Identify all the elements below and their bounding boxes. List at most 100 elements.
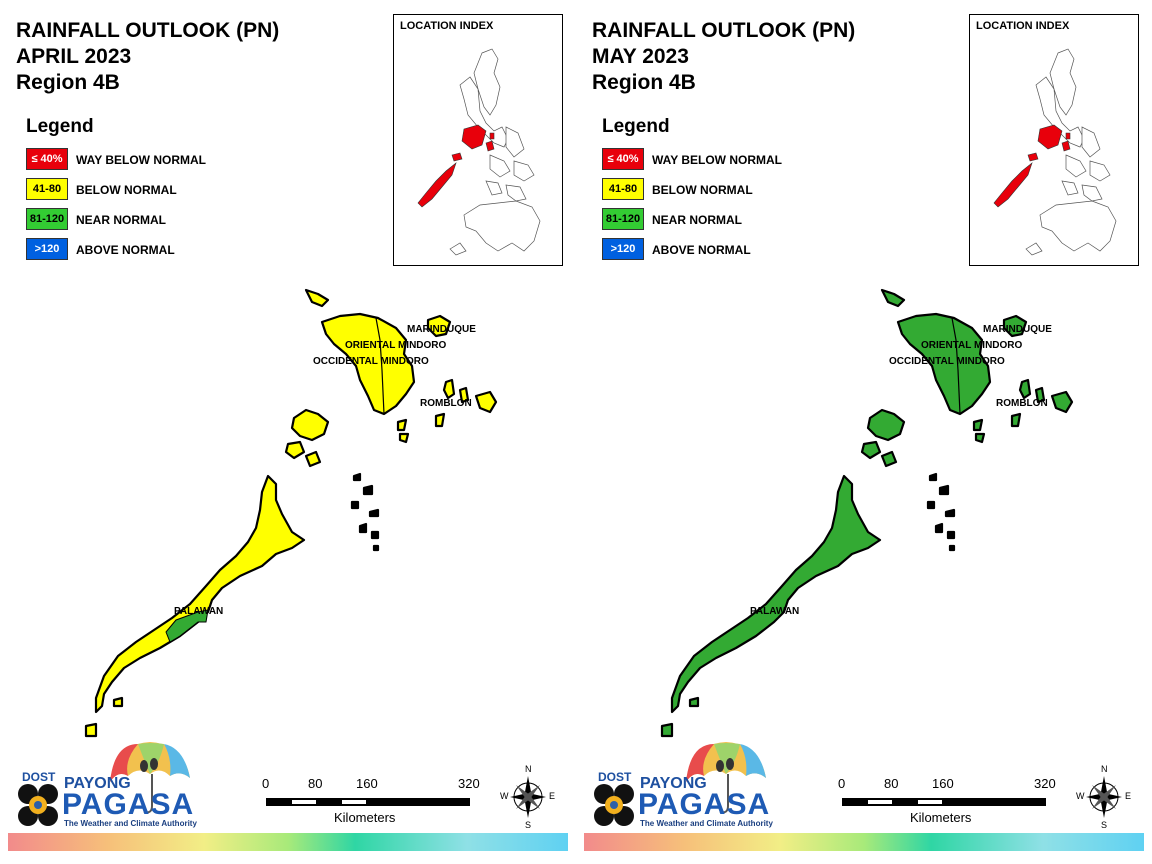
- label-romblon: ROMBLON: [996, 398, 1048, 409]
- legend-item: ≤ 40% WAY BELOW NORMAL: [26, 148, 206, 178]
- label-marinduque: MARINDUQUE: [983, 324, 1052, 335]
- map-title: RAINFALL OUTLOOK (PN) APRIL 2023 Region …: [16, 18, 279, 96]
- north-arrow: N E S W: [500, 764, 560, 830]
- legend-label: NEAR NORMAL: [652, 213, 742, 227]
- title-line-1: RAINFALL OUTLOOK (PN): [16, 19, 280, 42]
- legend-item: 81-120 NEAR NORMAL: [26, 208, 166, 238]
- north-arrow: N E S W: [1076, 764, 1136, 830]
- palawan-island: [670, 474, 882, 714]
- scale-tick: 320: [458, 776, 480, 791]
- label-oriental-mindoro: ORIENTAL MINDORO: [921, 340, 1023, 351]
- location-index-map: LOCATION INDEX: [969, 14, 1139, 266]
- title-month: APRIL 2023: [16, 45, 132, 68]
- mindoro-island: [896, 312, 992, 416]
- legend-heading: Legend: [26, 116, 94, 137]
- region-4b-map: [84, 288, 498, 738]
- philippines-outline: [417, 48, 541, 256]
- calamian-islands: [290, 408, 330, 442]
- logo-dost: DOST: [598, 770, 632, 784]
- label-romblon: ROMBLON: [420, 398, 472, 409]
- scale-tick: 0: [838, 776, 846, 791]
- lubang-island: [880, 288, 906, 308]
- panel-may: RAINFALL OUTLOOK (PN) MAY 2023 Region 4B…: [576, 0, 1152, 864]
- legend-swatch: 81-120: [602, 208, 644, 230]
- legend-label: NEAR NORMAL: [76, 213, 166, 227]
- legend-label: BELOW NORMAL: [652, 183, 753, 197]
- legend-label: ABOVE NORMAL: [76, 243, 175, 257]
- legend: Legend ≤ 40% WAY BELOW NORMAL 41-80 BELO…: [26, 116, 206, 268]
- calamian-islands: [866, 408, 906, 442]
- palawan-island: [94, 474, 306, 714]
- compass-w: W: [500, 791, 509, 801]
- marinduque-island: [426, 314, 452, 338]
- logo-payong: PAYONG: [640, 775, 707, 792]
- philippines-outline: [993, 48, 1117, 256]
- legend-swatch: 41-80: [26, 178, 68, 200]
- compass-rose-icon: [510, 776, 546, 818]
- scale-tick: 160: [356, 776, 378, 791]
- scale-unit: Kilometers: [334, 810, 396, 825]
- label-oriental-mindoro: ORIENTAL MINDORO: [345, 340, 447, 351]
- lubang-island: [304, 288, 330, 308]
- scale-tick: 160: [932, 776, 954, 791]
- color-footer-bar: [584, 833, 1144, 851]
- logo-dost: DOST: [22, 770, 56, 784]
- compass-s: S: [525, 820, 532, 830]
- map-title: RAINFALL OUTLOOK (PN) MAY 2023 Region 4B: [592, 18, 855, 96]
- legend-item: ≤ 40% WAY BELOW NORMAL: [602, 148, 782, 178]
- pagasa-umbrella-icon: [18, 742, 190, 826]
- legend-swatch: 41-80: [602, 178, 644, 200]
- legend: Legend ≤ 40% WAY BELOW NORMAL 41-80 BELO…: [602, 116, 782, 268]
- color-footer-bar: [8, 833, 568, 851]
- legend-swatch: >120: [26, 238, 68, 260]
- scale-bar: 0 80 160 320 Kilometers: [838, 776, 1068, 826]
- legend-item: 41-80 BELOW NORMAL: [26, 178, 177, 208]
- romblon-island: [1050, 390, 1074, 414]
- payong-pagasa-logo: DOST PAYONG PAGASA The Weather and Clima…: [590, 740, 790, 832]
- label-palawan: PALAWAN: [174, 606, 224, 617]
- compass-n: N: [1101, 764, 1108, 774]
- legend-label: ABOVE NORMAL: [652, 243, 751, 257]
- compass-s: S: [1101, 820, 1108, 830]
- marinduque-island: [1002, 314, 1028, 338]
- label-marinduque: MARINDUQUE: [407, 324, 476, 335]
- pagasa-umbrella-icon: [594, 742, 766, 826]
- legend-swatch: 81-120: [26, 208, 68, 230]
- label-occidental-mindoro: OCCIDENTAL MINDORO: [313, 356, 429, 367]
- location-index-title: LOCATION INDEX: [976, 20, 1070, 32]
- legend-label: WAY BELOW NORMAL: [652, 153, 783, 167]
- logo-pagasa: PAGASA: [638, 788, 771, 821]
- scale-tick: 0: [262, 776, 270, 791]
- title-month: MAY 2023: [592, 45, 689, 68]
- scale-tick: 80: [884, 776, 899, 791]
- compass-rose-icon: [1086, 776, 1122, 818]
- legend-swatch: ≤ 40%: [602, 148, 644, 170]
- scale-bar: 0 80 160 320 Kilometers: [262, 776, 492, 826]
- title-line-1: RAINFALL OUTLOOK (PN): [592, 19, 856, 42]
- legend-item: 81-120 NEAR NORMAL: [602, 208, 742, 238]
- region-map: MARINDUQUE ORIENTAL MINDORO OCCIDENTAL M…: [0, 270, 576, 750]
- legend-label: BELOW NORMAL: [76, 183, 177, 197]
- compass-w: W: [1076, 791, 1085, 801]
- scale-tick: 320: [1034, 776, 1056, 791]
- compass-e: E: [549, 791, 556, 801]
- scale-unit: Kilometers: [910, 810, 972, 825]
- logo-payong: PAYONG: [64, 775, 131, 792]
- logo-tagline: The Weather and Climate Authority: [640, 819, 773, 828]
- logo-tagline: The Weather and Climate Authority: [64, 819, 197, 828]
- compass-e: E: [1125, 791, 1132, 801]
- payong-pagasa-logo: DOST PAYONG PAGASA The Weather and Clima…: [14, 740, 214, 832]
- legend-heading: Legend: [602, 116, 670, 137]
- label-occidental-mindoro: OCCIDENTAL MINDORO: [889, 356, 1005, 367]
- panel-april: RAINFALL OUTLOOK (PN) APRIL 2023 Region …: [0, 14, 576, 851]
- legend-swatch: ≤ 40%: [26, 148, 68, 170]
- region-map: MARINDUQUE ORIENTAL MINDORO OCCIDENTAL M…: [576, 270, 1152, 750]
- location-index-title: LOCATION INDEX: [400, 20, 494, 32]
- mindoro-island: [320, 312, 416, 416]
- legend-item: >120 ABOVE NORMAL: [26, 238, 175, 268]
- label-palawan: PALAWAN: [750, 606, 800, 617]
- legend-item: 41-80 BELOW NORMAL: [602, 178, 753, 208]
- romblon-island: [474, 390, 498, 414]
- legend-label: WAY BELOW NORMAL: [76, 153, 207, 167]
- compass-n: N: [525, 764, 532, 774]
